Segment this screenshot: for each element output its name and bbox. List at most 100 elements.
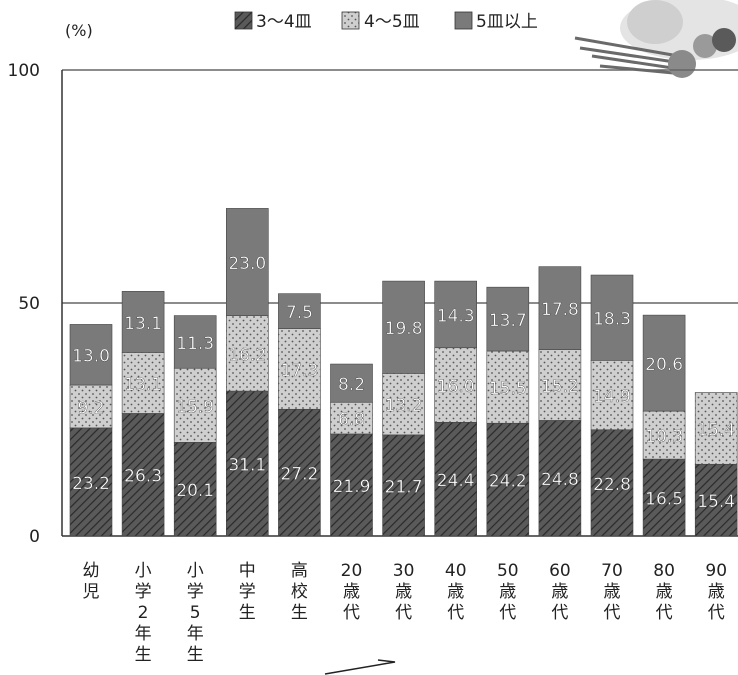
legend: 3～4皿 4～5皿 5皿以上 bbox=[234, 11, 538, 32]
bar-segment bbox=[226, 315, 269, 392]
bar-stack: 24.8 15.2 17.8 bbox=[538, 266, 582, 537]
data-label: 13.1 bbox=[124, 375, 162, 395]
x-category-label: 小学 5 年生 bbox=[187, 561, 204, 665]
bar-segment bbox=[330, 401, 373, 435]
x-category-label: 高校生 bbox=[291, 561, 308, 623]
bar-stack: 15.4 15.4 bbox=[694, 392, 738, 537]
data-label: 14.3 bbox=[437, 306, 475, 326]
data-label: 31.1 bbox=[228, 456, 266, 476]
bars: 23.2 9.2 13.0 26.3 13.1 13.1 20.1 15.9 11.3 31.1 1… bbox=[69, 208, 738, 537]
data-label: 13.2 bbox=[385, 396, 423, 416]
data-label: 7.5 bbox=[286, 303, 313, 323]
bar-segment bbox=[538, 349, 582, 421]
bar-stack: 16.5 10.3 20.6 bbox=[642, 314, 686, 537]
legend-swatch-dots bbox=[341, 11, 360, 30]
data-label: 23.0 bbox=[228, 254, 266, 274]
bar-segment bbox=[434, 347, 478, 423]
data-label: 20.6 bbox=[645, 355, 683, 375]
bar-segment bbox=[590, 274, 634, 361]
data-label: 6.8 bbox=[338, 410, 365, 430]
x-category-label: 中学生 bbox=[239, 561, 256, 623]
bar-segment bbox=[642, 314, 686, 412]
bar-segment bbox=[642, 410, 686, 460]
bar-segment bbox=[382, 280, 425, 374]
bar-segment bbox=[330, 363, 373, 403]
data-label: 18.3 bbox=[593, 310, 631, 330]
legend-swatch-solid bbox=[454, 11, 473, 30]
x-category-label: 60 歳代 bbox=[549, 561, 571, 623]
data-label: 24.8 bbox=[541, 470, 579, 490]
y-axis-unit: (%) bbox=[65, 21, 93, 40]
legend-label-3-4: 3～4皿 bbox=[256, 12, 312, 32]
data-label: 19.8 bbox=[385, 319, 423, 339]
x-category-label: 70 歳代 bbox=[601, 561, 623, 623]
bar-segment bbox=[694, 392, 738, 465]
bar-segment bbox=[226, 208, 269, 316]
x-category-label: 20 歳代 bbox=[341, 561, 363, 623]
bar-segment bbox=[642, 458, 686, 537]
x-category-label: 50 歳代 bbox=[497, 561, 519, 623]
bar-segment bbox=[590, 429, 634, 537]
data-label: 16.2 bbox=[228, 345, 266, 365]
data-label: 11.3 bbox=[176, 334, 214, 354]
bar-stack: 21.7 13.2 19.8 bbox=[382, 280, 425, 537]
vegetable-illustration bbox=[574, 0, 738, 78]
bar-segment bbox=[69, 324, 113, 386]
bar-segment bbox=[382, 434, 425, 537]
data-label: 13.0 bbox=[72, 347, 110, 367]
legend-label-4-5: 4～5皿 bbox=[364, 12, 420, 32]
data-label: 24.2 bbox=[489, 472, 527, 492]
bar-segment bbox=[538, 266, 582, 350]
data-label: 9.2 bbox=[77, 398, 104, 418]
data-label: 15.5 bbox=[489, 379, 527, 399]
bar-segment bbox=[121, 352, 165, 414]
bar-segment bbox=[330, 433, 373, 537]
x-category-label: 80 歳代 bbox=[653, 561, 675, 623]
data-label: 14.9 bbox=[593, 387, 631, 407]
bar-stack: 23.2 9.2 13.0 bbox=[69, 324, 113, 537]
data-label: 26.3 bbox=[124, 467, 162, 487]
bar-segment bbox=[173, 315, 217, 369]
data-label: 15.4 bbox=[697, 492, 735, 512]
x-category-label: 40 歳代 bbox=[445, 561, 467, 623]
data-label: 27.2 bbox=[280, 465, 318, 485]
decorative-arrow-icon bbox=[324, 659, 396, 675]
data-label: 21.7 bbox=[385, 477, 423, 497]
data-label: 17.3 bbox=[280, 361, 318, 381]
bar-segment bbox=[226, 390, 269, 537]
bar-segment bbox=[278, 293, 321, 329]
x-category-labels: 幼児 小学 2 年生 小学 5 年生 中学生 高校生 20 歳代 30 歳代 40 歳代 50 歳代 60 歳代 70… bbox=[83, 561, 728, 665]
legend-swatch-hatch bbox=[234, 11, 253, 30]
data-label: 13.7 bbox=[489, 311, 527, 331]
x-category-label: 小学 2 年生 bbox=[135, 561, 152, 665]
data-label: 15.9 bbox=[176, 397, 214, 417]
y-tick-labels: 0 50 100 bbox=[8, 61, 40, 547]
bar-stack: 24.2 15.5 13.7 bbox=[486, 286, 530, 537]
data-label: 17.8 bbox=[541, 300, 579, 320]
y-tick-label: 50 bbox=[18, 294, 40, 314]
bar-segment bbox=[434, 421, 478, 537]
legend-label-5plus: 5皿以上 bbox=[476, 12, 538, 32]
data-label: 16.5 bbox=[645, 490, 683, 510]
data-label: 13.1 bbox=[124, 314, 162, 334]
data-label: 16.0 bbox=[437, 377, 475, 397]
x-category-label: 30 歳代 bbox=[393, 561, 415, 623]
x-category-label: 90 歳代 bbox=[705, 561, 727, 623]
bar-segment bbox=[278, 328, 321, 410]
x-category-label: 幼児 bbox=[83, 561, 100, 602]
bar-segment bbox=[382, 373, 425, 436]
bar-segment bbox=[173, 442, 217, 537]
bar-stack: 22.8 14.9 18.3 bbox=[590, 274, 634, 537]
bar-stack: 20.1 15.9 11.3 bbox=[173, 315, 217, 537]
y-tick-label: 100 bbox=[8, 61, 40, 81]
bar-stack: 27.2 17.3 7.5 bbox=[278, 293, 321, 537]
data-label: 20.1 bbox=[176, 481, 214, 501]
data-label: 8.2 bbox=[338, 375, 365, 395]
data-label: 15.4 bbox=[697, 420, 735, 440]
y-tick-label: 0 bbox=[29, 527, 40, 547]
data-label: 22.8 bbox=[593, 475, 631, 495]
bar-segment bbox=[173, 367, 217, 443]
bar-stack: 31.1 16.2 23.0 bbox=[226, 208, 269, 537]
bar-segment bbox=[69, 427, 113, 537]
